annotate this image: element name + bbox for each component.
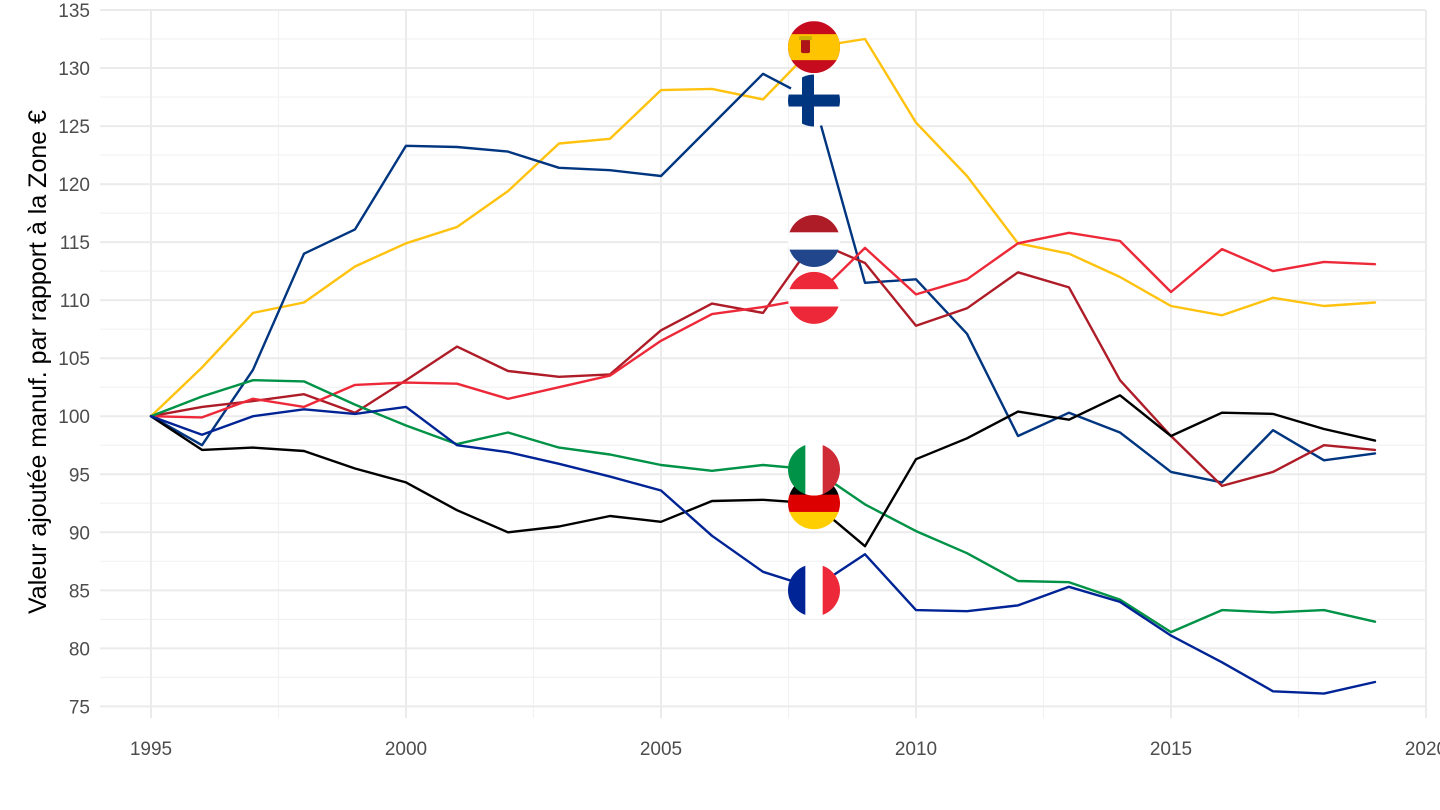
x-tick-label: 1995 xyxy=(130,739,172,760)
y-tick-label: 100 xyxy=(58,407,90,428)
france-flag xyxy=(788,564,840,617)
italy-flag xyxy=(788,443,840,496)
y-tick-label: 110 xyxy=(60,291,90,312)
netherlands-flag xyxy=(788,214,840,267)
y-tick-label: 115 xyxy=(60,233,90,254)
austria-flag xyxy=(788,271,840,324)
y-tick-label: 105 xyxy=(58,349,90,370)
y-tick-label: 95 xyxy=(69,465,90,486)
y-tick-label: 125 xyxy=(58,117,90,138)
spain-flag xyxy=(788,21,840,74)
x-axis-ticks: 1995 2000 2005 2010 2015 2020 xyxy=(130,739,1440,760)
y-tick-label: 80 xyxy=(69,639,90,660)
x-tick-label: 2000 xyxy=(385,739,427,760)
series-line-spain xyxy=(149,37,1377,418)
x-tick-label: 2005 xyxy=(640,739,682,760)
y-tick-label: 130 xyxy=(58,59,90,80)
series-line-italy xyxy=(149,379,1377,634)
flag-markers xyxy=(788,21,840,617)
y-tick-label: 120 xyxy=(58,175,90,196)
y-axis-title: Valeur ajoutée manuf. par rapport à la Z… xyxy=(24,110,52,614)
series-layer xyxy=(149,37,1377,695)
series-line-finland xyxy=(149,72,1377,484)
x-tick-label: 2015 xyxy=(1150,739,1192,760)
y-tick-label: 75 xyxy=(69,697,90,718)
series-line-austria xyxy=(149,231,1377,419)
series-line-netherlands xyxy=(149,239,1377,488)
y-tick-label: 90 xyxy=(69,523,90,544)
x-tick-label: 2010 xyxy=(895,739,937,760)
finland-flag xyxy=(788,74,840,127)
y-tick-label: 85 xyxy=(69,581,90,602)
series-line-germany xyxy=(149,394,1377,548)
series-line-france xyxy=(149,405,1377,695)
grid-layer xyxy=(100,9,1427,718)
y-axis-ticks: 75 80 85 90 95 100 105 110 115 120 125 130 135 xyxy=(58,1,90,718)
x-tick-label: 2020 xyxy=(1405,739,1440,760)
y-tick-label: 135 xyxy=(58,1,90,22)
